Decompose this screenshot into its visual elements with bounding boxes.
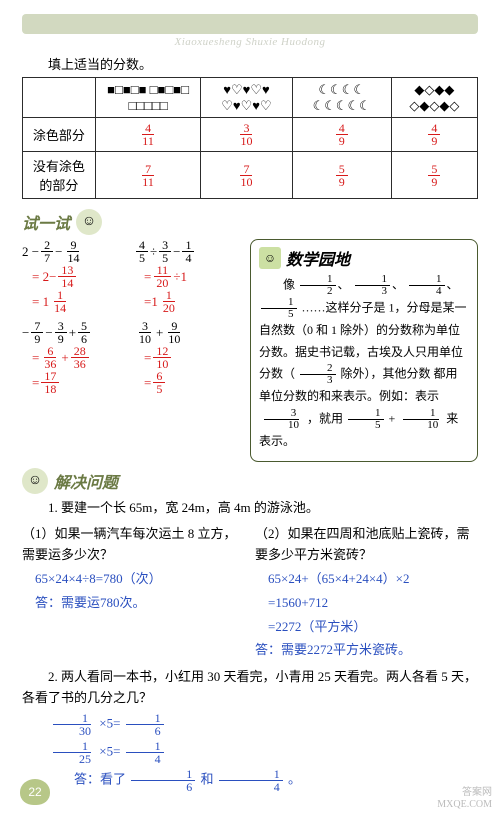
q1-ans2-line: =2272（平方米） xyxy=(255,617,478,638)
calc-step: = 636 + 2836 xyxy=(32,345,124,370)
panel-body: 像 12、 13、 14、 15 ……这样分子是 1，分母是某一自然数（0 和 … xyxy=(259,274,469,452)
icon-cell: ◆◇◆◆ ◇◆◇◆◇ xyxy=(391,78,477,118)
row-label: 涂色部分 xyxy=(23,118,96,152)
watermark: 答案网MXQE.COM xyxy=(437,787,492,811)
pinyin-subtitle: Xiaoxuesheng Shuxie Huodong xyxy=(22,36,478,48)
try-title: 试一试 xyxy=(22,210,70,234)
try-header: 试一试 ☺ xyxy=(22,209,478,235)
calc-step: =1 120 xyxy=(144,289,236,314)
calc-step: = 1120 ÷1 xyxy=(144,264,236,289)
child-icon: ☺ xyxy=(22,468,48,494)
calc-step: = 1210 xyxy=(144,345,236,370)
calc-expr: 310 + 910 xyxy=(134,320,236,345)
q1-ans1-line: 答：需要运780次。 xyxy=(22,593,245,614)
fraction-table: ■□■□■ □■□■□ □□□□□ ♥♡♥♡♥ ♡♥♡♥♡ ☾☾☾☾ ☾☾☾☾☾… xyxy=(22,77,478,199)
fraction: 711 xyxy=(139,163,157,188)
fraction: 411 xyxy=(139,122,157,147)
q2-stem: 2. 两人看同一本书，小红用 30 天看完，小青用 25 天看完。两人各看 5 … xyxy=(22,667,478,709)
q1-ans2-line: 65×24+（65×4+24×4）×2 xyxy=(255,569,478,590)
q1-sub1: （1）如果一辆汽车每次运土 8 立方，需要运多少次？ xyxy=(22,524,245,566)
table-row: 没有涂色的部分 711 710 59 59 xyxy=(23,152,478,199)
q1-ans1-line: 65×24×4÷8=780（次） xyxy=(22,569,245,590)
calc-expr: 45 ÷ 35 − 14 xyxy=(134,239,236,264)
q1-ans2-line: 答：需要2272平方米瓷砖。 xyxy=(255,640,478,661)
fraction: 310 xyxy=(237,122,255,147)
table-row: 涂色部分 411 310 49 49 xyxy=(23,118,478,152)
calc-expr: − 79 − 39 + 56 xyxy=(22,320,124,345)
calc-step: = 2− 1314 xyxy=(32,264,124,289)
fraction: 49 xyxy=(336,122,348,147)
calc-column: 2 − 27 − 914 = 2− 1314 = 1 114 xyxy=(22,239,236,461)
q1-sub2: （2）如果在四周和池底贴上瓷砖，需要多少平方米瓷砖？ xyxy=(255,524,478,566)
solve-header: ☺ 解决问题 xyxy=(22,468,478,494)
page-number: 22 xyxy=(20,779,50,805)
q1-ans2-line: =1560+712 xyxy=(255,593,478,614)
calc-expr: 2 − 27 − 914 xyxy=(22,239,124,264)
calc-step: = 65 xyxy=(144,370,236,395)
icon-cell: ■□■□■ □■□■□ □□□□□ xyxy=(95,78,201,118)
icon-cell: ☾☾☾☾ ☾☾☾☾☾ xyxy=(292,78,391,118)
row-label: 没有涂色的部分 xyxy=(23,152,96,199)
table-row: ■□■□■ □■□■□ □□□□□ ♥♡♥♡♥ ♡♥♡♥♡ ☾☾☾☾ ☾☾☾☾☾… xyxy=(23,78,478,118)
reader-icon: ☺ xyxy=(259,247,281,269)
fraction: 710 xyxy=(237,163,255,188)
solve-title: 解决问题 xyxy=(54,469,118,493)
fraction: 49 xyxy=(428,122,440,147)
q2-line: 130 ×5= 16 xyxy=(22,712,478,737)
fill-prompt: 填上适当的分数。 xyxy=(22,54,478,73)
info-panel: ☺ 数学园地 像 12、 13、 14、 15 ……这样分子是 1，分母是某一自… xyxy=(250,239,478,461)
top-banner xyxy=(22,14,478,34)
child-icon: ☺ xyxy=(76,209,102,235)
q2-answer: 答：看了 16 和 14 。 xyxy=(22,768,478,793)
q1-stem: 1. 要建一个长 65m，宽 24m，高 4m 的游泳池。 xyxy=(22,498,478,519)
panel-title: 数学园地 xyxy=(286,246,350,270)
fraction: 59 xyxy=(428,163,440,188)
fraction: 59 xyxy=(336,163,348,188)
calc-step: = 1 114 xyxy=(32,289,124,314)
icon-cell: ♥♡♥♡♥ ♡♥♡♥♡ xyxy=(201,78,292,118)
calc-step: = 1718 xyxy=(32,370,124,395)
q2-line: 125 ×5= 14 xyxy=(22,740,478,765)
